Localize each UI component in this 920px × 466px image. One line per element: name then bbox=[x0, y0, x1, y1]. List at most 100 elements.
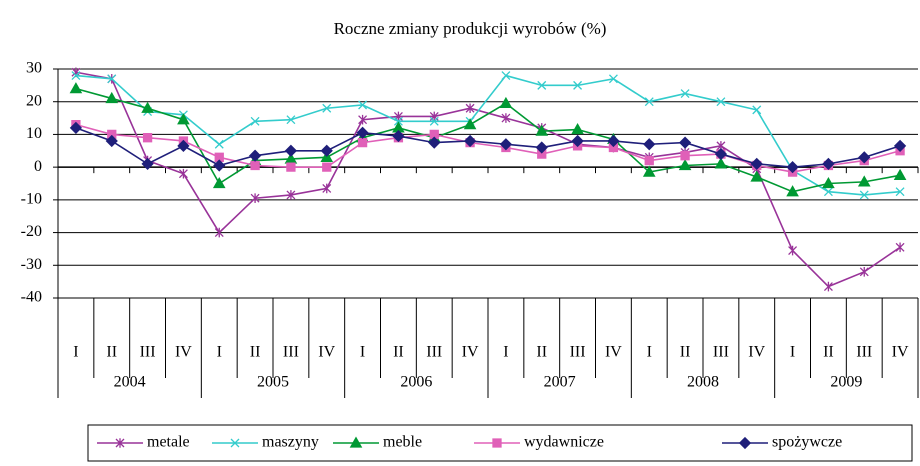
marker bbox=[786, 185, 799, 197]
marker bbox=[463, 134, 477, 148]
marker bbox=[644, 97, 654, 107]
y-tick-label: -30 bbox=[21, 256, 42, 273]
marker bbox=[463, 118, 477, 130]
marker bbox=[895, 187, 905, 197]
x-tick-label: IV bbox=[892, 344, 909, 361]
marker bbox=[859, 190, 869, 200]
x-tick-label: III bbox=[713, 344, 729, 361]
x-tick-label: II bbox=[250, 344, 261, 361]
x-tick-label: IV bbox=[462, 344, 479, 361]
marker bbox=[571, 134, 584, 148]
x-tick-label: II bbox=[823, 344, 834, 361]
marker bbox=[286, 115, 296, 125]
legend-label: wydawnicze bbox=[524, 434, 604, 451]
marker bbox=[680, 151, 690, 161]
marker bbox=[716, 97, 726, 107]
year-label: 2009 bbox=[830, 374, 862, 391]
marker bbox=[69, 121, 83, 135]
marker bbox=[250, 160, 260, 171]
y-tick-label: 30 bbox=[26, 60, 42, 77]
x-tick-label: II bbox=[680, 344, 691, 361]
marker bbox=[286, 190, 296, 200]
marker bbox=[786, 161, 799, 174]
marker bbox=[107, 129, 117, 140]
marker bbox=[535, 124, 549, 136]
marker bbox=[357, 137, 368, 148]
marker bbox=[499, 96, 513, 108]
marker bbox=[822, 157, 835, 170]
marker bbox=[607, 134, 620, 148]
marker bbox=[429, 116, 439, 126]
marker bbox=[105, 91, 119, 104]
x-tick-label: I bbox=[647, 344, 652, 361]
legend-marker bbox=[738, 436, 752, 450]
marker bbox=[714, 157, 728, 169]
marker bbox=[358, 114, 368, 125]
y-tick-label: 0 bbox=[34, 158, 42, 175]
marker bbox=[322, 162, 332, 172]
legend-marker bbox=[115, 438, 125, 448]
legend-marker bbox=[349, 436, 363, 448]
marker bbox=[465, 103, 475, 114]
year-label: 2005 bbox=[257, 374, 289, 391]
marker bbox=[642, 165, 656, 177]
marker bbox=[893, 168, 907, 180]
legend-marker bbox=[492, 438, 502, 448]
marker bbox=[535, 141, 548, 154]
marker bbox=[392, 129, 405, 143]
marker bbox=[358, 100, 368, 110]
marker bbox=[714, 147, 728, 161]
marker bbox=[823, 281, 833, 292]
marker bbox=[286, 162, 296, 172]
marker bbox=[71, 71, 81, 81]
x-tick-label: II bbox=[106, 344, 117, 361]
marker bbox=[678, 136, 692, 149]
marker bbox=[284, 144, 298, 157]
marker bbox=[322, 183, 332, 194]
x-tick-label: IV bbox=[318, 344, 335, 361]
marker bbox=[429, 129, 439, 140]
x-tick-label: II bbox=[393, 344, 404, 361]
y-tick-label: 20 bbox=[26, 92, 42, 109]
marker bbox=[105, 134, 118, 148]
marker bbox=[644, 155, 654, 166]
marker bbox=[142, 133, 153, 143]
x-tick-label: IV bbox=[748, 344, 765, 361]
y-tick-label: -10 bbox=[21, 191, 42, 208]
series-line bbox=[75, 74, 901, 196]
x-tick-label: I bbox=[360, 344, 365, 361]
marker bbox=[678, 158, 692, 171]
marker bbox=[788, 245, 798, 256]
marker bbox=[608, 74, 618, 84]
marker bbox=[212, 176, 226, 189]
legend-label: meble bbox=[383, 434, 422, 451]
series-line bbox=[75, 71, 901, 288]
marker bbox=[213, 159, 226, 172]
marker bbox=[177, 113, 190, 125]
x-tick-label: I bbox=[503, 344, 508, 361]
marker bbox=[822, 176, 835, 189]
marker bbox=[141, 101, 154, 113]
y-tick-label: -20 bbox=[21, 223, 42, 240]
y-tick-label: -40 bbox=[21, 289, 42, 306]
marker bbox=[537, 80, 547, 90]
marker bbox=[750, 157, 763, 170]
series-line bbox=[75, 87, 901, 193]
marker bbox=[895, 242, 905, 253]
marker bbox=[428, 136, 441, 149]
x-tick-label: III bbox=[856, 344, 872, 361]
chart-title: Roczne zmiany produkcji wyrobów (%) bbox=[334, 19, 607, 38]
marker bbox=[643, 138, 656, 151]
x-tick-label: II bbox=[536, 344, 547, 361]
x-tick-label: I bbox=[217, 344, 222, 361]
x-tick-label: IV bbox=[175, 344, 192, 361]
marker bbox=[214, 227, 224, 238]
marker bbox=[214, 152, 224, 162]
marker bbox=[823, 187, 833, 197]
marker bbox=[752, 105, 762, 115]
marker bbox=[178, 168, 188, 179]
x-tick-label: III bbox=[140, 344, 156, 361]
marker bbox=[69, 82, 83, 94]
year-label: 2008 bbox=[687, 374, 719, 391]
